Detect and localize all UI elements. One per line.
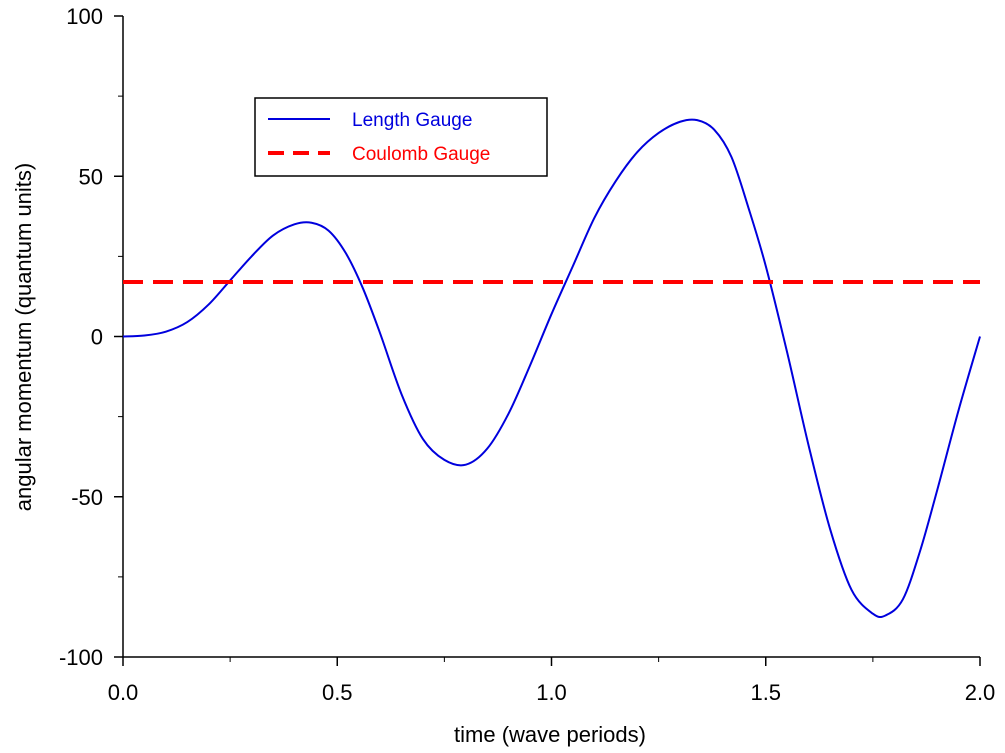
- series-line-length-gauge: [122, 118, 981, 619]
- x-tick-label: 2.0: [965, 680, 996, 705]
- legend-label-length-gauge: Length Gauge: [352, 110, 472, 131]
- y-tick-label: -100: [59, 645, 103, 670]
- series-layer: [122, 118, 981, 619]
- ticks: 0.0 0.5 1.0 1.5 2.0 100 50 0 -50 -100: [59, 4, 995, 705]
- y-tick-label: 0: [91, 325, 103, 350]
- y-tick-label: 100: [66, 4, 103, 29]
- x-axis-title: time (wave periods): [454, 722, 646, 747]
- legend-label-coulomb-gauge: Coulomb Gauge: [352, 144, 490, 165]
- x-tick-label: 1.5: [750, 680, 781, 705]
- x-tick-label: 0.5: [322, 680, 353, 705]
- y-tick-label: -50: [71, 485, 103, 510]
- x-tick-label: 0.0: [108, 680, 139, 705]
- axes: [122, 16, 980, 658]
- legend-box: [254, 97, 548, 177]
- x-tick-label: 1.0: [536, 680, 567, 705]
- y-tick-label: 50: [79, 164, 103, 189]
- y-axis-title: angular momentum (quantum units): [11, 163, 36, 512]
- legend: Length Gauge Coulomb Gauge: [254, 97, 548, 177]
